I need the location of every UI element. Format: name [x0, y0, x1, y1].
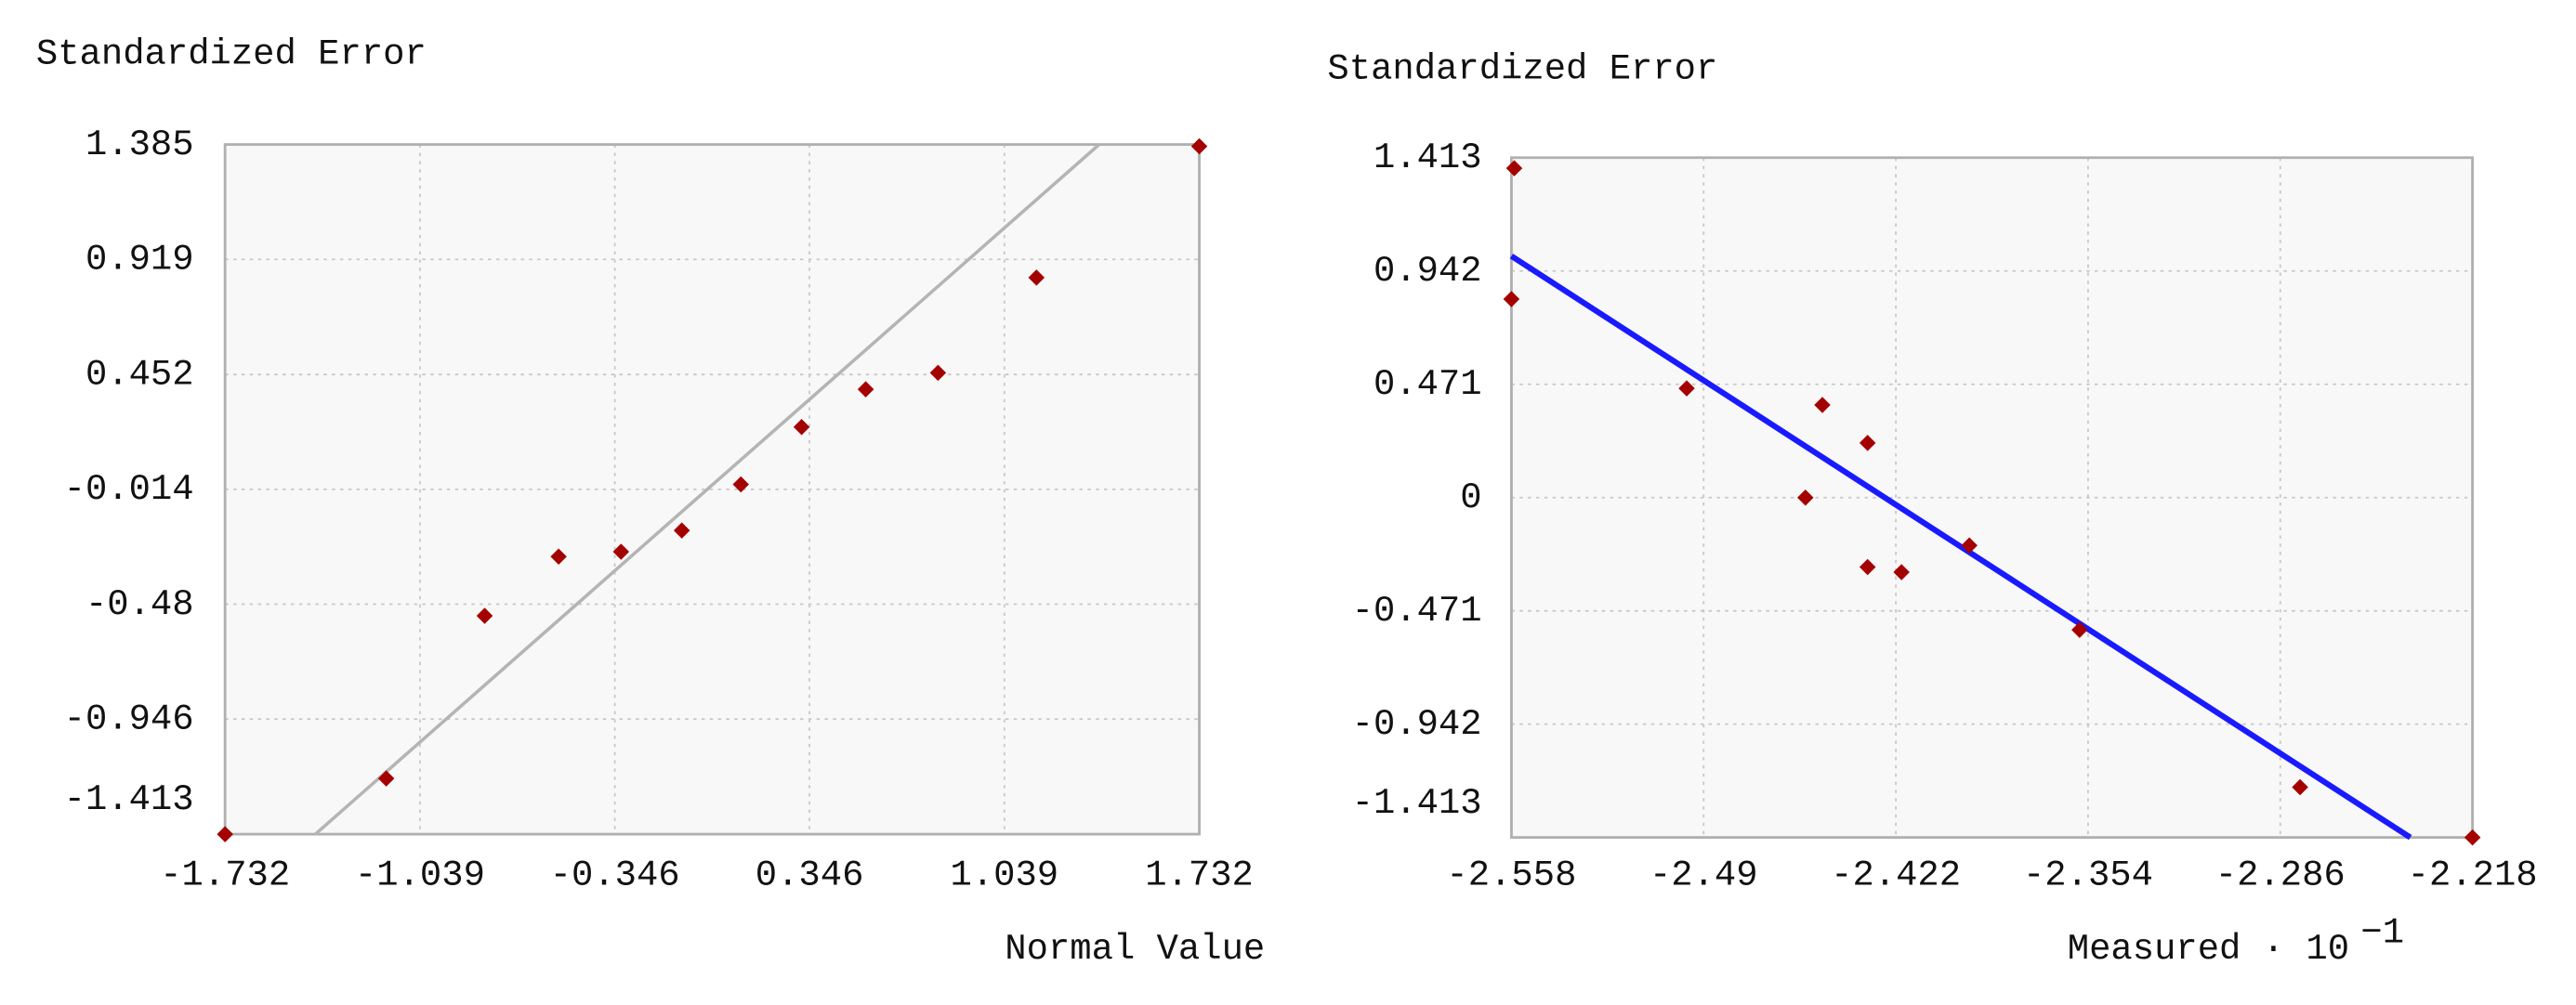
y-tick-label: -0.014	[64, 469, 194, 510]
x-tick-label: -2.558	[1446, 855, 1576, 896]
x-tick-label: -1.039	[355, 855, 485, 896]
y-tick-label: 0.942	[1373, 251, 1482, 292]
point	[1190, 137, 1208, 155]
reference-line	[314, 143, 1100, 836]
point	[857, 381, 874, 398]
point	[612, 543, 630, 560]
point	[1797, 489, 1814, 506]
point	[732, 476, 749, 493]
y-tick-label: 0.471	[1373, 364, 1482, 405]
y-tick-label: 1.413	[1373, 137, 1482, 178]
point	[793, 418, 810, 436]
x-axis-exponent: −1	[2360, 912, 2404, 953]
point	[1814, 397, 1831, 413]
point	[476, 607, 493, 624]
y-axis-title: Standardized Error	[36, 34, 427, 75]
y-tick-label: -0.946	[64, 698, 194, 739]
y-tick-label: -1.413	[64, 779, 194, 820]
x-tick-label: -2.422	[1831, 855, 1961, 896]
reference-line	[1509, 254, 2412, 841]
point	[2292, 778, 2308, 796]
x-tick-label: 1.732	[1145, 855, 1254, 896]
y-tick-label: 0	[1460, 477, 1481, 518]
y-tick-label: -0.942	[1352, 704, 1482, 745]
x-tick-label: -2.49	[1649, 855, 1758, 896]
point	[1961, 537, 1978, 554]
y-tick-label: -0.48	[85, 584, 194, 625]
y-tick-label: -1.413	[1352, 783, 1482, 824]
point	[2464, 829, 2481, 846]
y-tick-label: -0.471	[1352, 591, 1482, 632]
y-tick-label: 1.385	[85, 124, 194, 165]
point	[550, 548, 567, 566]
x-tick-label: -2.354	[2023, 855, 2153, 896]
point	[1893, 564, 1910, 581]
plot-border	[1510, 156, 2474, 839]
point	[673, 522, 690, 539]
x-tick-label: -2.286	[2215, 855, 2346, 896]
x-tick-label: 1.039	[950, 855, 1058, 896]
plot-border	[223, 143, 1201, 836]
point	[1859, 558, 1876, 576]
y-tick-label: 0.452	[85, 354, 194, 395]
y-axis-title: Standardized Error	[1327, 49, 1717, 90]
point	[1859, 435, 1876, 451]
x-axis-title: Normal Value	[1005, 929, 1265, 970]
plot-area	[1510, 156, 2474, 839]
x-tick-label: -2.218	[2408, 855, 2538, 896]
x-axis-title: Measured · 10	[2068, 929, 2349, 970]
x-tick-label: -0.346	[550, 855, 680, 896]
point	[217, 826, 233, 842]
x-tick-label: -1.732	[160, 855, 290, 896]
y-tick-label: 0.919	[85, 240, 194, 281]
x-tick-label: 0.346	[756, 855, 864, 896]
